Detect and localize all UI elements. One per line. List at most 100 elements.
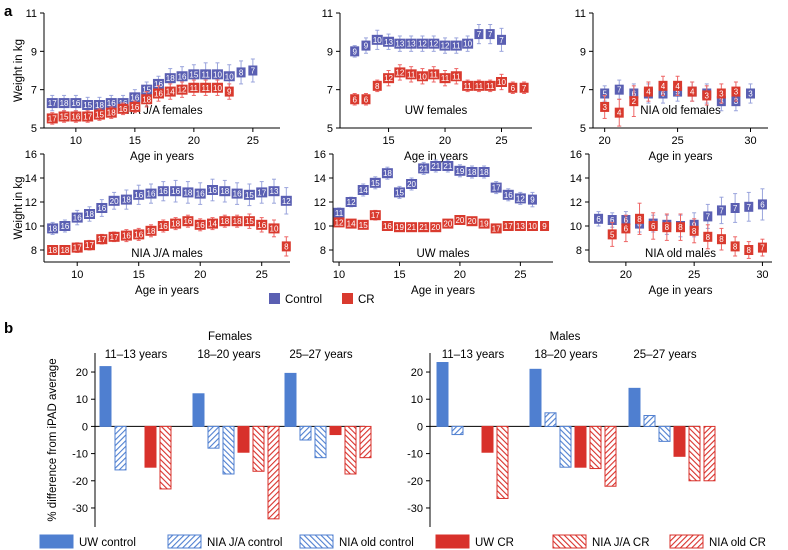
data-point-label: 4 (675, 82, 680, 91)
bar-nia-j-a-cr (688, 425, 701, 482)
data-point (82, 111, 94, 122)
data-point (393, 222, 405, 233)
data-point-label: 8 (747, 246, 752, 255)
group-label: 25–27 years (633, 349, 697, 361)
x-tick-label: 15 (382, 135, 394, 147)
data-point (730, 241, 740, 252)
data-point (164, 73, 176, 84)
data-point-label: 10 (373, 36, 382, 45)
data-point (188, 69, 200, 80)
y-tick-label: 9 (327, 46, 333, 58)
y-tick-label: 8 (320, 245, 326, 257)
data-point-label: 19 (455, 167, 464, 176)
data-point-label: 17 (492, 184, 501, 193)
data-point-label: 7 (477, 30, 482, 39)
data-point-label: 18 (183, 188, 192, 197)
bar-uw-cr (673, 425, 686, 457)
data-point-label: 14 (208, 220, 217, 229)
data-point (219, 186, 231, 197)
bar-nia-j-a-cr (252, 425, 265, 472)
x-axis-label: Age in years (130, 151, 194, 163)
data-point (600, 88, 610, 99)
data-point (200, 69, 212, 80)
data-point-label: 12 (178, 86, 187, 95)
group-label: 18–20 years (534, 349, 598, 361)
data-point-label: 11 (475, 82, 484, 91)
data-point-label: 18 (95, 101, 104, 110)
y-axis-label: % difference from iPAD average (47, 358, 59, 521)
x-tick-label: 15 (133, 269, 145, 281)
data-point (243, 189, 255, 200)
data-point-label: 18 (166, 74, 175, 83)
bar-uw-cr (237, 425, 250, 453)
data-point (442, 218, 454, 229)
data-point (687, 86, 697, 97)
y-tick-label: 0 (417, 421, 423, 433)
y-tick-label: 10 (411, 394, 423, 406)
panel-a-letter: a (4, 3, 13, 20)
data-point-label: 10 (497, 78, 506, 87)
data-point-label: 11 (486, 82, 495, 91)
data-point-label: 14 (166, 88, 175, 97)
legend-b-label: UW control (79, 537, 136, 549)
data-point (394, 38, 406, 49)
bar-nia-j-a-control (643, 415, 656, 427)
plot-b2: -30 -20 -10 0 10 20 Males 11–13 years 18–20 year… (407, 331, 716, 527)
data-point-label: 16 (159, 187, 168, 196)
legend-b-swatch (669, 534, 704, 549)
data-point-label: 12 (418, 40, 427, 49)
data-point (648, 221, 658, 231)
bar-nia-old-control (314, 425, 327, 459)
data-point (224, 86, 234, 97)
x-tick-label: 25 (671, 135, 683, 147)
x-tick-label: 30 (756, 269, 768, 281)
plot-title: UW females (405, 105, 468, 117)
data-point (108, 231, 120, 242)
data-point-label: 8 (678, 223, 683, 232)
data-point (207, 218, 219, 229)
data-point-label: 3 (748, 90, 753, 99)
data-point (211, 69, 223, 80)
data-point (600, 101, 610, 112)
data-point (200, 82, 212, 93)
data-point (108, 195, 120, 206)
y-tick-label: -30 (407, 503, 423, 515)
x-tick-label: 20 (454, 269, 466, 281)
data-point-label: 5 (610, 230, 615, 239)
data-point (345, 218, 357, 229)
data-point-label: 17 (48, 99, 57, 108)
data-point-label: 4 (617, 109, 622, 118)
x-axis-label: Age in years (411, 285, 475, 297)
data-point-label: 3 (602, 103, 607, 112)
data-point (406, 179, 418, 189)
y-tick-label: -10 (72, 449, 88, 461)
data-point-label: 7 (488, 30, 493, 39)
data-point-label: 15 (359, 221, 368, 230)
data-point-label: 7 (617, 86, 622, 95)
data-point-label: 15 (395, 188, 404, 197)
data-point-label: 18 (233, 217, 242, 226)
data-point (350, 94, 360, 105)
data-point (96, 203, 108, 213)
x-tick-label: 30 (744, 135, 756, 147)
data-point (58, 111, 70, 122)
data-point (47, 245, 59, 255)
data-point-label: 16 (119, 105, 128, 114)
data-point (383, 36, 395, 47)
legend-b-label: NIA J/A control (207, 537, 282, 549)
data-point (129, 101, 141, 112)
data-point-label: 3 (734, 88, 739, 97)
data-point (219, 216, 231, 227)
data-point-label: 6 (610, 216, 615, 225)
data-point (268, 186, 280, 197)
legend-b-swatch (39, 534, 74, 549)
data-point-label: 14 (359, 186, 368, 195)
x-tick-label: 10 (70, 135, 82, 147)
data-point-label: 11 (452, 72, 461, 81)
bar-nia-j-a-cr (344, 425, 357, 475)
